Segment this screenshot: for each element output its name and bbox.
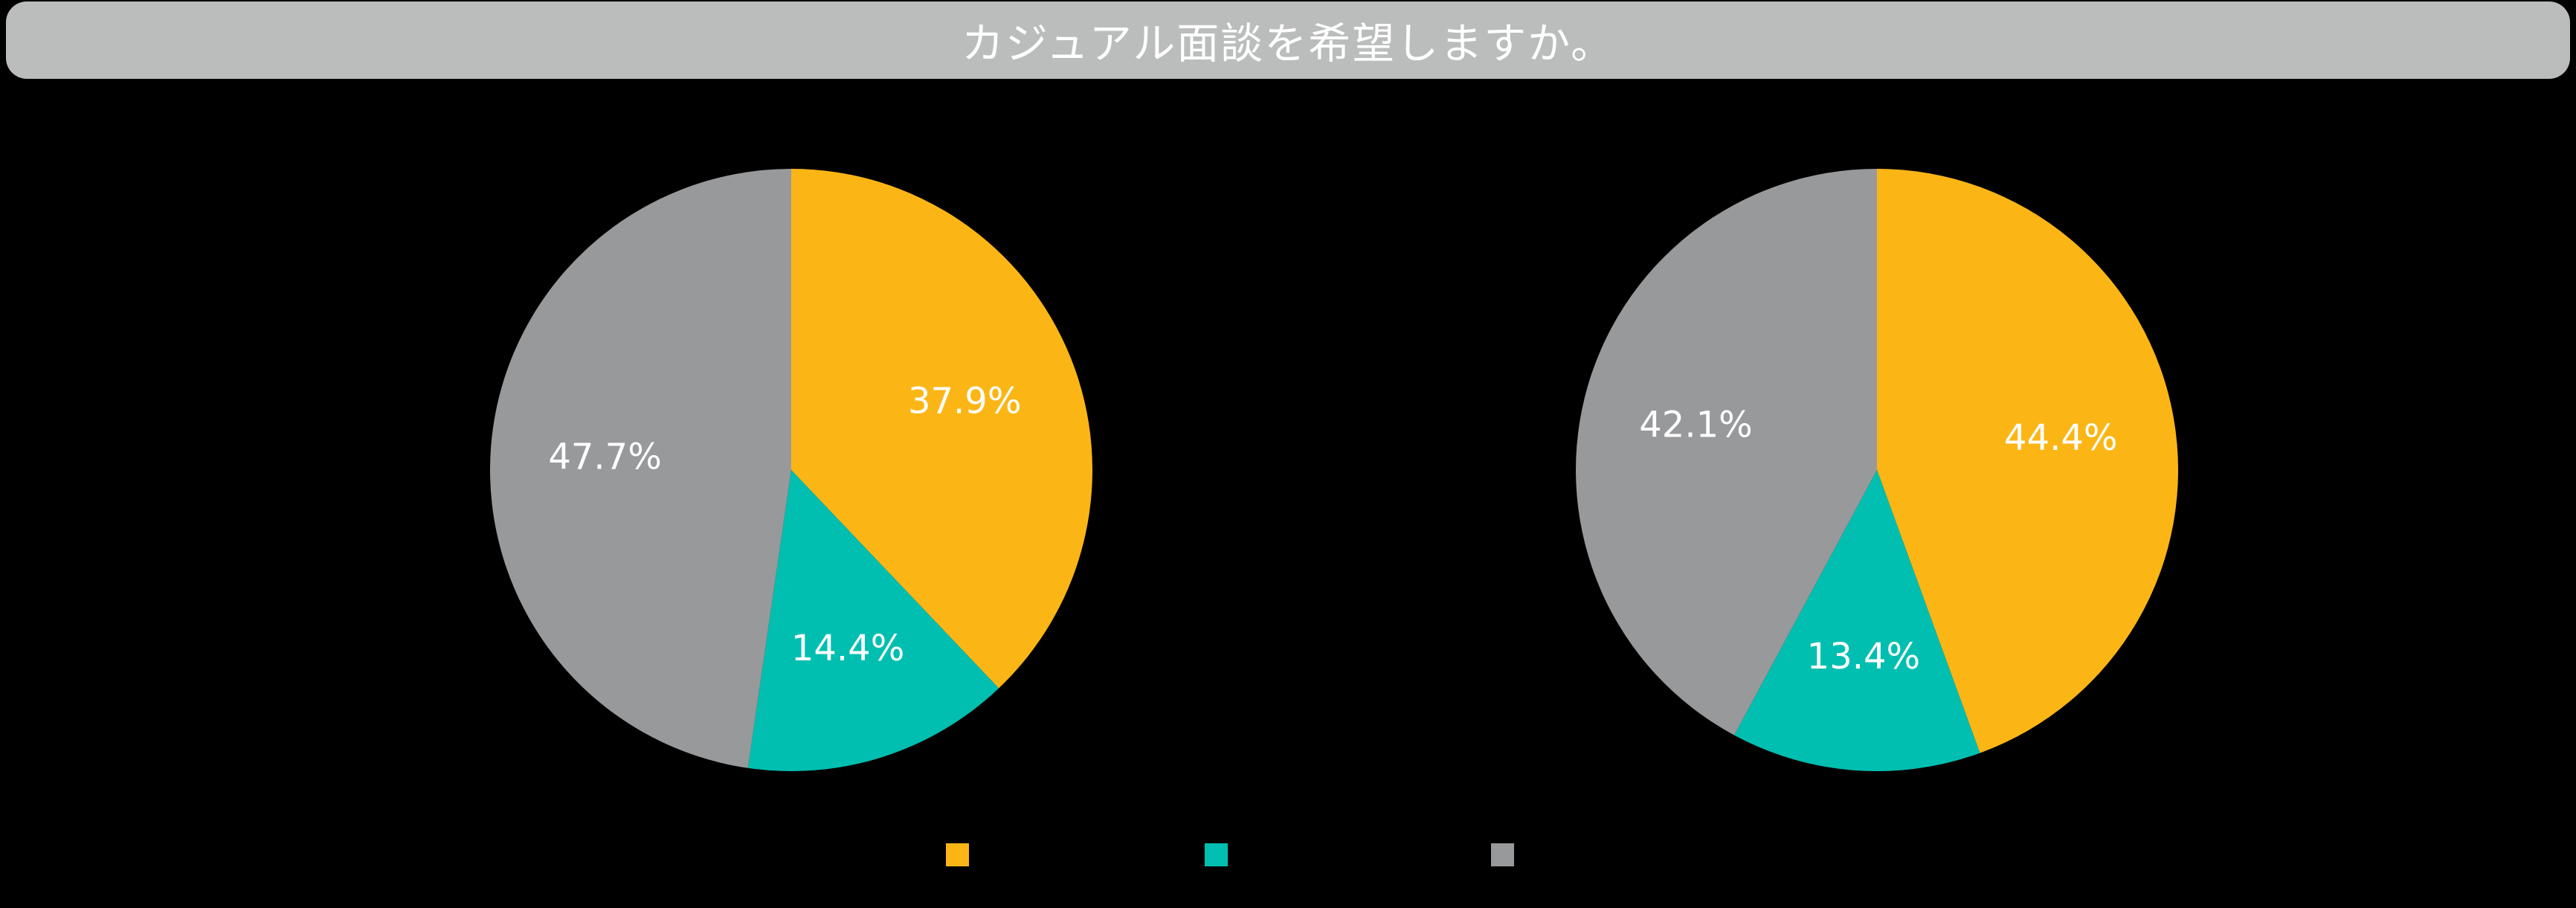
pie-slice [1576, 169, 1877, 735]
pie-slice [1877, 169, 2178, 753]
pie-chart-left: 37.9% 14.4% 47.7% [490, 169, 1092, 771]
pie-slice [490, 169, 791, 768]
pie-slice [791, 169, 1092, 689]
pie-chart-right: 44.4% 13.4% 42.1% [1576, 169, 2178, 771]
legend-label-teal [1239, 843, 1481, 866]
pie-slice-label: 13.4% [1807, 636, 1920, 677]
legend-swatch-orange [946, 843, 969, 866]
legend-label-gray [1525, 843, 1741, 866]
pie-slice-label: 14.4% [791, 628, 904, 669]
pie-slice [1734, 470, 1980, 771]
pie-slice-label: 47.7% [548, 437, 661, 478]
pie-slice-label: 42.1% [1639, 404, 1752, 445]
legend-swatch-teal [1205, 843, 1228, 866]
page-title: カジュアル面談を希望しますか。 [961, 19, 1615, 68]
pie-slice-label: 37.9% [908, 381, 1021, 422]
legend-label-orange [980, 843, 1196, 866]
pie-slice-label: 44.4% [2004, 417, 2117, 459]
title-banner: カジュアル面談を希望しますか。 [6, 1, 2570, 79]
legend-swatch-gray [1491, 843, 1514, 866]
pie-slice [747, 470, 999, 771]
